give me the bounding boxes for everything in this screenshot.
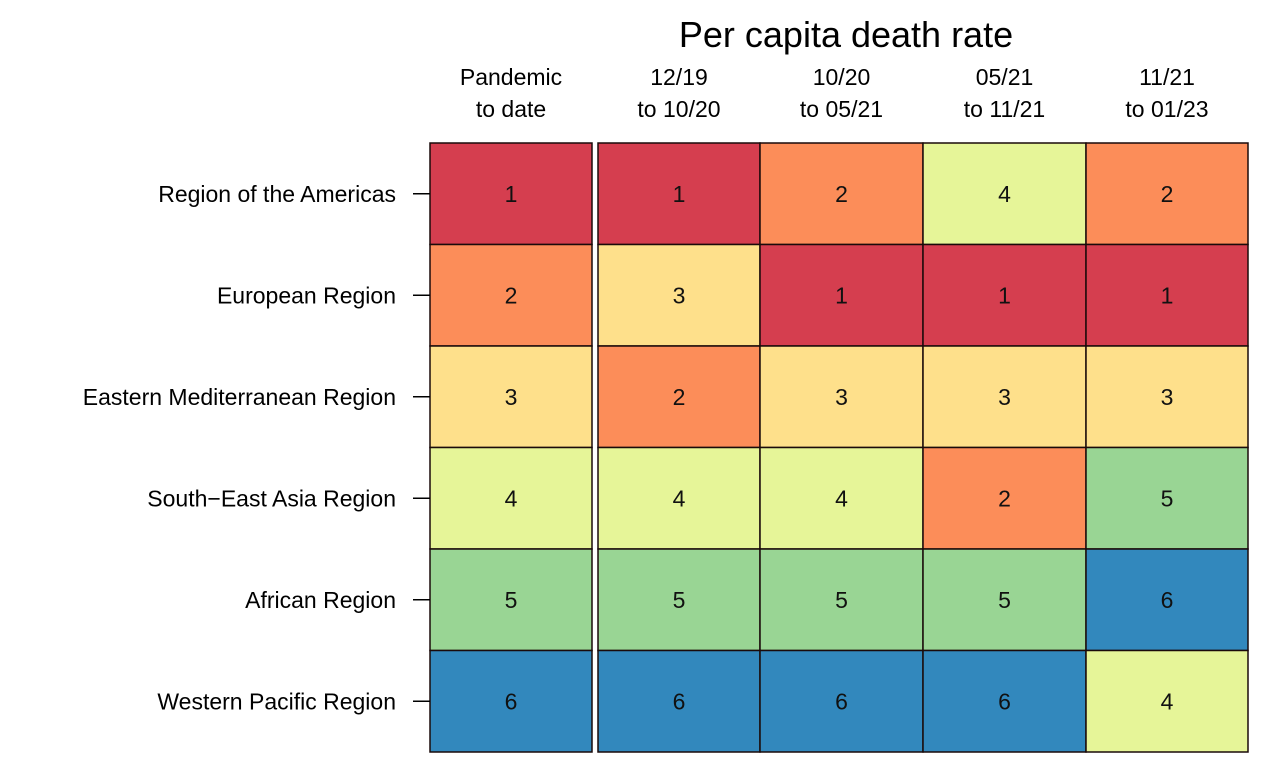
cell-value-label: 1 (835, 282, 848, 308)
heatmap-cell (597, 446, 761, 550)
column-label: 12/19 to 10/20 (637, 64, 720, 122)
heatmap-cell (429, 345, 593, 449)
heatmap-cell (597, 649, 761, 753)
heatmap-cell (1085, 649, 1249, 753)
heatmap-cell (759, 243, 924, 347)
cell-value-label: 6 (673, 688, 686, 714)
heatmap-cell (922, 345, 1087, 449)
column-label: 11/21 to 01/23 (1125, 64, 1208, 122)
cell-value-label: 4 (1161, 688, 1174, 714)
cell-value-label: 2 (1161, 181, 1174, 207)
heatmap-cell (759, 548, 924, 652)
cell-value-label: 3 (505, 384, 518, 410)
chart-title: Per capita death rate (679, 14, 1013, 55)
heatmap-cell (1085, 548, 1249, 652)
cell-value-label: 4 (835, 485, 848, 511)
column-label: Pandemic to date (460, 64, 562, 122)
heatmap-cell (429, 649, 593, 753)
column-label-line: 05/21 (976, 64, 1034, 90)
row-label: European Region (217, 282, 396, 308)
row-label: Eastern Mediterranean Region (83, 384, 396, 410)
cell-value-label: 3 (998, 384, 1011, 410)
heatmap-cell (1085, 446, 1249, 550)
cell-value-label: 1 (1161, 282, 1174, 308)
heatmap-cell (597, 548, 761, 652)
column-label-line: to date (476, 96, 546, 122)
heatmap-cell (759, 649, 924, 753)
column-label-line: 11/21 (1139, 64, 1195, 90)
cell-value-label: 5 (998, 587, 1011, 613)
row-label: Region of the Americas (158, 181, 396, 207)
row-label: South−East Asia Region (147, 485, 396, 511)
column-label-line: 12/19 (650, 64, 708, 90)
cell-value-label: 2 (835, 181, 848, 207)
cell-value-label: 4 (673, 485, 686, 511)
heatmap-cell (1085, 142, 1249, 246)
heatmap-cell (429, 243, 593, 347)
heatmap-cell (1085, 243, 1249, 347)
column-label-line: to 01/23 (1125, 96, 1208, 122)
heatmap-cell (759, 345, 924, 449)
cell-value-label: 3 (1161, 384, 1174, 410)
cell-value-label: 5 (673, 587, 686, 613)
heatmap-cell (922, 446, 1087, 550)
cell-value-label: 1 (673, 181, 686, 207)
column-label-line: 10/20 (813, 64, 871, 90)
cell-value-label: 6 (998, 688, 1011, 714)
heatmap-cell (922, 649, 1087, 753)
cell-value-label: 5 (505, 587, 518, 613)
cell-value-label: 1 (505, 181, 518, 207)
cell-value-label: 4 (505, 485, 518, 511)
cell-value-label: 2 (673, 384, 686, 410)
cell-value-label: 2 (998, 485, 1011, 511)
heatmap-cell (922, 142, 1087, 246)
row-label: African Region (245, 587, 396, 613)
heatmap-cell (429, 548, 593, 652)
cell-value-label: 5 (1161, 485, 1174, 511)
column-label-line: to 05/21 (800, 96, 883, 122)
column-label: 10/20 to 05/21 (800, 64, 883, 122)
cell-value-label: 1 (998, 282, 1011, 308)
heatmap-cell (597, 345, 761, 449)
row-label: Western Pacific Region (157, 688, 396, 714)
heatmap-cell (429, 142, 593, 246)
cell-value-label: 3 (835, 384, 848, 410)
cell-value-label: 6 (835, 688, 848, 714)
cell-value-label: 6 (505, 688, 518, 714)
column-label-line: to 11/21 (964, 96, 1045, 122)
column-label-line: to 10/20 (637, 96, 720, 122)
column-label-line: Pandemic (460, 64, 562, 90)
heatmap-cell (759, 142, 924, 246)
cell-value-label: 4 (998, 181, 1011, 207)
heatmap-cell (1085, 345, 1249, 449)
cell-value-label: 5 (835, 587, 848, 613)
column-label: 05/21 to 11/21 (964, 64, 1045, 122)
cell-value-label: 3 (673, 282, 686, 308)
heatmap-cell (759, 446, 924, 550)
heatmap-cell (597, 142, 761, 246)
cell-value-label: 6 (1161, 587, 1174, 613)
cell-value-label: 2 (505, 282, 518, 308)
